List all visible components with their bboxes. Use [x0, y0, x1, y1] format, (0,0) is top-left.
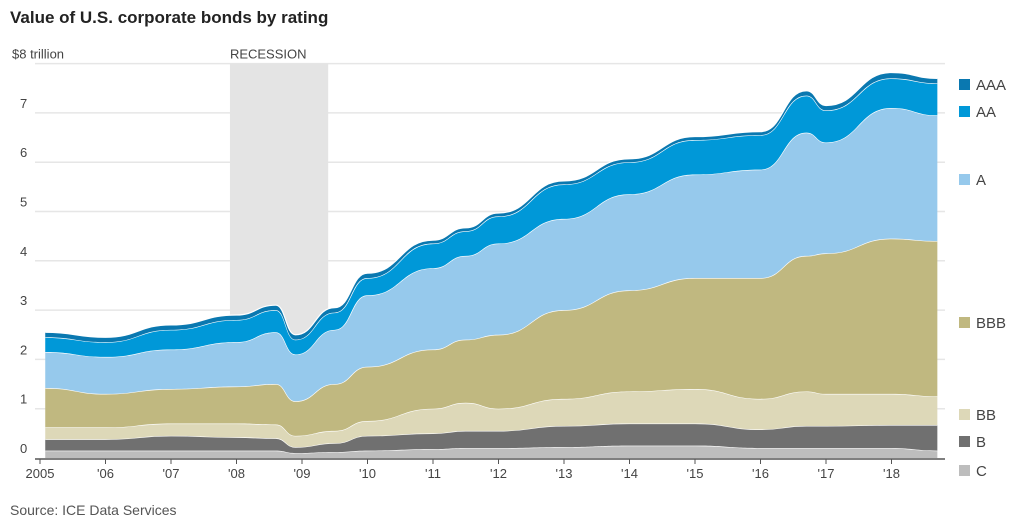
y-tick-label: 0 [20, 441, 27, 456]
x-tick-label: '08 [228, 466, 245, 481]
area-b [45, 423, 938, 454]
x-tick-label: 2005 [26, 466, 55, 481]
x-tick-label: '15 [687, 466, 704, 481]
legend-label-bb: BB [976, 407, 996, 424]
x-tick-label: '16 [752, 466, 769, 481]
chart-title: Value of U.S. corporate bonds by rating [10, 8, 328, 27]
y-tick-label: $8 trillion [12, 47, 64, 62]
legend-swatch-aa [959, 106, 970, 117]
x-tick-label: '09 [294, 466, 311, 481]
y-tick-label: 2 [20, 342, 27, 357]
x-tick-label: '18 [883, 466, 900, 481]
legend-label-a: A [976, 172, 986, 189]
legend-swatch-bb [959, 409, 970, 420]
y-tick-label: 4 [20, 244, 27, 259]
x-tick-label: '11 [425, 466, 441, 481]
x-tick-label: '13 [556, 466, 573, 481]
legend-label-bbb: BBB [976, 315, 1006, 332]
y-tick-label: 1 [20, 392, 27, 407]
y-tick-label: 6 [20, 145, 27, 160]
x-tick-label: '06 [97, 466, 114, 481]
x-tick-label: '17 [818, 466, 835, 481]
area-a [45, 107, 938, 402]
legend-swatch-c [959, 465, 970, 476]
legend-swatch-a [959, 174, 970, 185]
x-tick-label: '07 [163, 466, 180, 481]
area-bbb [45, 238, 938, 436]
source-note: Source: ICE Data Services [10, 502, 177, 518]
area-edge-aaa [45, 71, 938, 338]
x-tick-label: '12 [490, 466, 507, 481]
x-tick-label: '14 [621, 466, 638, 481]
x-axis: 2005 '06 '07 '08 '09 '10 '11 '12 '13 '14 '15 '16 '17… [26, 458, 945, 481]
legend-label-b: B [976, 434, 986, 451]
legend-swatch-b [959, 436, 970, 447]
legend-swatch-bbb [959, 317, 970, 328]
y-axis: 0 1 2 3 4 5 6 7 $8 trillion [12, 47, 64, 456]
legend-label-aaa: AAA [976, 77, 1006, 94]
x-tick-label: '10 [359, 466, 376, 481]
legend-swatch-aaa [959, 79, 970, 90]
stacked-areas [45, 71, 938, 458]
y-tick-label: 5 [20, 195, 27, 210]
area-c [45, 445, 938, 458]
y-tick-label: 7 [20, 96, 27, 111]
area-bb [45, 388, 938, 448]
legend-label-c: C [976, 463, 987, 480]
legend-label-aa: AA [976, 104, 996, 121]
y-tick-label: 3 [20, 293, 27, 308]
area-aaa [45, 72, 938, 343]
recession-label: RECESSION [230, 47, 307, 62]
